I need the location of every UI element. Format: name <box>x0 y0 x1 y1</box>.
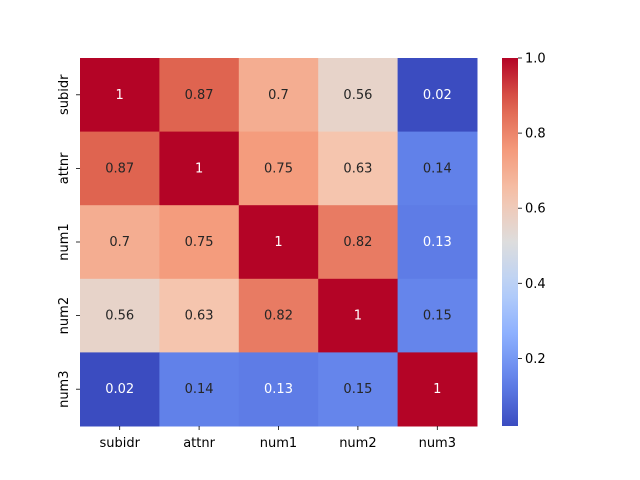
heatmap-cell-subidr-attnr <box>159 58 240 133</box>
heatmap-cell-num2-subidr <box>80 278 160 353</box>
heatmap-cell-label: 0.15 <box>423 309 452 324</box>
colorbar-tick-label: 0.4 <box>525 277 546 292</box>
heatmap-cell-num2-num3 <box>397 278 478 353</box>
y-tick-label: subidr <box>57 74 72 115</box>
colorbar-tick-label: 0.8 <box>525 127 546 142</box>
heatmap-cell-attnr-attnr <box>159 131 240 206</box>
heatmap-cell-subidr-num3 <box>397 58 478 133</box>
heatmap-cell-label: 0.82 <box>264 309 293 324</box>
heatmap-cell-num3-attnr <box>159 352 240 427</box>
heatmap-cell-attnr-subidr <box>80 131 160 206</box>
heatmap-cell-num1-subidr <box>80 205 160 280</box>
heatmap-cell-label: 0.87 <box>105 161 134 176</box>
x-tick-label: attnr <box>183 436 215 451</box>
heatmap-cell-label: 0.82 <box>343 235 372 250</box>
heatmap-cell-num2-num1 <box>238 278 319 353</box>
heatmap-cell-label: 0.63 <box>343 161 372 176</box>
heatmap-cell-num3-num1 <box>238 352 319 427</box>
x-tick-label: num1 <box>260 436 297 451</box>
heatmap-cell-num3-num3 <box>397 352 478 427</box>
heatmap-cell-subidr-num2 <box>318 58 399 133</box>
heatmap-cells <box>80 58 478 427</box>
colorbar: 0.2 0.4 0.6 0.8 1.0 <box>502 52 546 426</box>
x-tick-label: num3 <box>419 436 456 451</box>
heatmap-cell-label: 0.14 <box>185 382 214 397</box>
heatmap-cell-label: 0.75 <box>185 235 214 250</box>
heatmap-cell-subidr-num1 <box>238 58 319 133</box>
heatmap-cell-num1-num3 <box>397 205 478 280</box>
heatmap-cell-attnr-num3 <box>397 131 478 206</box>
heatmap-cell-num2-attnr <box>159 278 240 353</box>
y-tick-label: num3 <box>57 370 72 407</box>
heatmap-cell-num3-num2 <box>318 352 399 427</box>
heatmap-cell-label: 0.56 <box>343 88 372 103</box>
heatmap-cell-subidr-subidr <box>80 58 160 133</box>
colorbar-tick-label: 0.6 <box>525 202 546 217</box>
colorbar-tick-label: 1.0 <box>525 52 546 67</box>
heatmap-cell-label: 0.56 <box>105 309 134 324</box>
heatmap-cell-label: 0.02 <box>105 382 134 397</box>
heatmap-cell-num1-attnr <box>159 205 240 280</box>
y-axis: subidr attnr num1 num2 num3 <box>57 74 80 408</box>
heatmap-cell-label: 0.7 <box>109 235 130 250</box>
y-tick-label: num2 <box>57 297 72 334</box>
heatmap-cell-label: 1 <box>354 309 362 324</box>
colorbar-gradient <box>502 58 518 426</box>
heatmap-cell-label: 0.7 <box>268 88 289 103</box>
x-tick-label: subidr <box>99 436 140 451</box>
heatmap-cell-attnr-num1 <box>238 131 319 206</box>
heatmap-cell-label: 1 <box>433 382 441 397</box>
heatmap-cell-label: 1 <box>274 235 282 250</box>
heatmap-cell-label: 0.75 <box>264 161 293 176</box>
heatmap-annotations: 1 0.87 0.7 0.56 0.02 0.87 1 0.75 0.63 0.14 0.7 0.75… <box>105 88 452 397</box>
heatmap-cell-label: 0.14 <box>423 161 452 176</box>
heatmap-cell-num3-subidr <box>80 352 160 427</box>
heatmap-cell-label: 0.63 <box>185 309 214 324</box>
heatmap-cell-label: 0.15 <box>343 382 372 397</box>
heatmap-cell-label: 0.13 <box>423 235 452 250</box>
heatmap-cell-label: 1 <box>195 161 203 176</box>
heatmap-cell-num1-num1 <box>238 205 319 280</box>
y-tick-label: num1 <box>57 223 72 260</box>
heatmap-cell-num2-num2 <box>318 278 399 353</box>
heatmap-cell-label: 0.13 <box>264 382 293 397</box>
heatmap-cell-attnr-num2 <box>318 131 399 206</box>
heatmap-cell-label: 0.02 <box>423 88 452 103</box>
x-tick-label: num2 <box>339 436 376 451</box>
colorbar-tick-label: 0.2 <box>525 352 546 367</box>
y-tick-label: attnr <box>57 152 72 184</box>
x-axis: subidr attnr num1 num2 num3 <box>99 426 456 451</box>
heatmap-cell-label: 1 <box>116 88 124 103</box>
heatmap-cell-label: 0.87 <box>185 88 214 103</box>
heatmap-cell-num1-num2 <box>318 205 399 280</box>
